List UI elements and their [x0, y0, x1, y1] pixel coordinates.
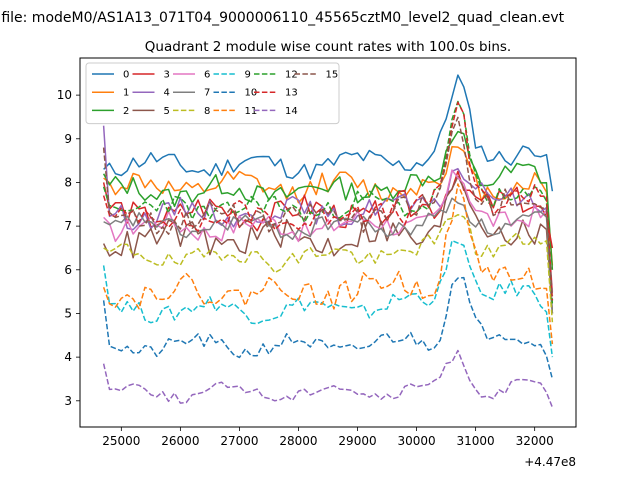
y-tick-label: 6: [64, 263, 72, 277]
legend-label-4: 4: [164, 88, 170, 99]
y-tick-label: 10: [57, 88, 72, 102]
legend-label-2: 2: [123, 106, 129, 117]
legend-label-6: 6: [204, 70, 210, 81]
x-tick-label: 31000: [457, 434, 495, 448]
legend-label-1: 1: [123, 88, 129, 99]
legend-box: [85, 62, 340, 125]
y-tick-label: 9: [64, 132, 72, 146]
y-tick-label: 3: [64, 394, 72, 408]
legend-label-3: 3: [164, 70, 170, 81]
legend-label-5: 5: [164, 106, 170, 117]
series-line-7: [103, 197, 554, 314]
legend-label-14: 14: [285, 106, 298, 117]
legend-label-15: 15: [326, 70, 339, 81]
legend-label-7: 7: [204, 88, 210, 99]
y-tick-label: 7: [64, 219, 72, 233]
x-tick-label: 32000: [516, 434, 554, 448]
figure-suptitle: n file: modeM0/AS1A13_071T04_9000006110_…: [0, 10, 565, 26]
x-axis-offset-label: +4.47e8: [524, 455, 576, 469]
legend-label-12: 12: [285, 70, 298, 81]
series-line-0: [103, 74, 554, 192]
series-line-2: [102, 130, 554, 270]
plot-series-group: [102, 74, 554, 408]
x-tick-label: 30000: [397, 434, 435, 448]
x-tick-label: 28000: [279, 434, 317, 448]
series-line-5: [102, 175, 554, 314]
chart-title: Quadrant 2 module wise count rates with …: [145, 39, 511, 55]
y-tick-label: 5: [64, 306, 72, 320]
plot-frame: [79, 57, 577, 428]
series-line-15: [102, 116, 554, 297]
x-tick-label: 26000: [161, 434, 199, 448]
legend-label-8: 8: [204, 106, 210, 117]
legend-label-10: 10: [245, 88, 258, 99]
legend-label-13: 13: [285, 88, 298, 99]
y-tick-label: 8: [64, 175, 72, 189]
x-tick-label: 29000: [338, 434, 376, 448]
series-line-3: [102, 170, 554, 249]
series-line-12: [102, 100, 554, 305]
y-axis: 3 4 5 6 7 8 9 10: [57, 88, 80, 408]
series-line-9: [102, 239, 554, 358]
x-tick-label: 25000: [102, 434, 140, 448]
x-axis: 25000 26000 27000 28000 29000 30000 31000 32000: [102, 427, 554, 448]
series-line-14: [102, 349, 554, 408]
y-tick-label: 4: [64, 350, 72, 364]
legend-label-11: 11: [245, 106, 258, 117]
legend-label-0: 0: [123, 70, 129, 81]
series-line-11: [102, 183, 554, 345]
series-line-13: [102, 101, 554, 301]
x-tick-label: 27000: [220, 434, 258, 448]
series-line-10: [102, 276, 554, 380]
legend-label-9: 9: [245, 70, 251, 81]
